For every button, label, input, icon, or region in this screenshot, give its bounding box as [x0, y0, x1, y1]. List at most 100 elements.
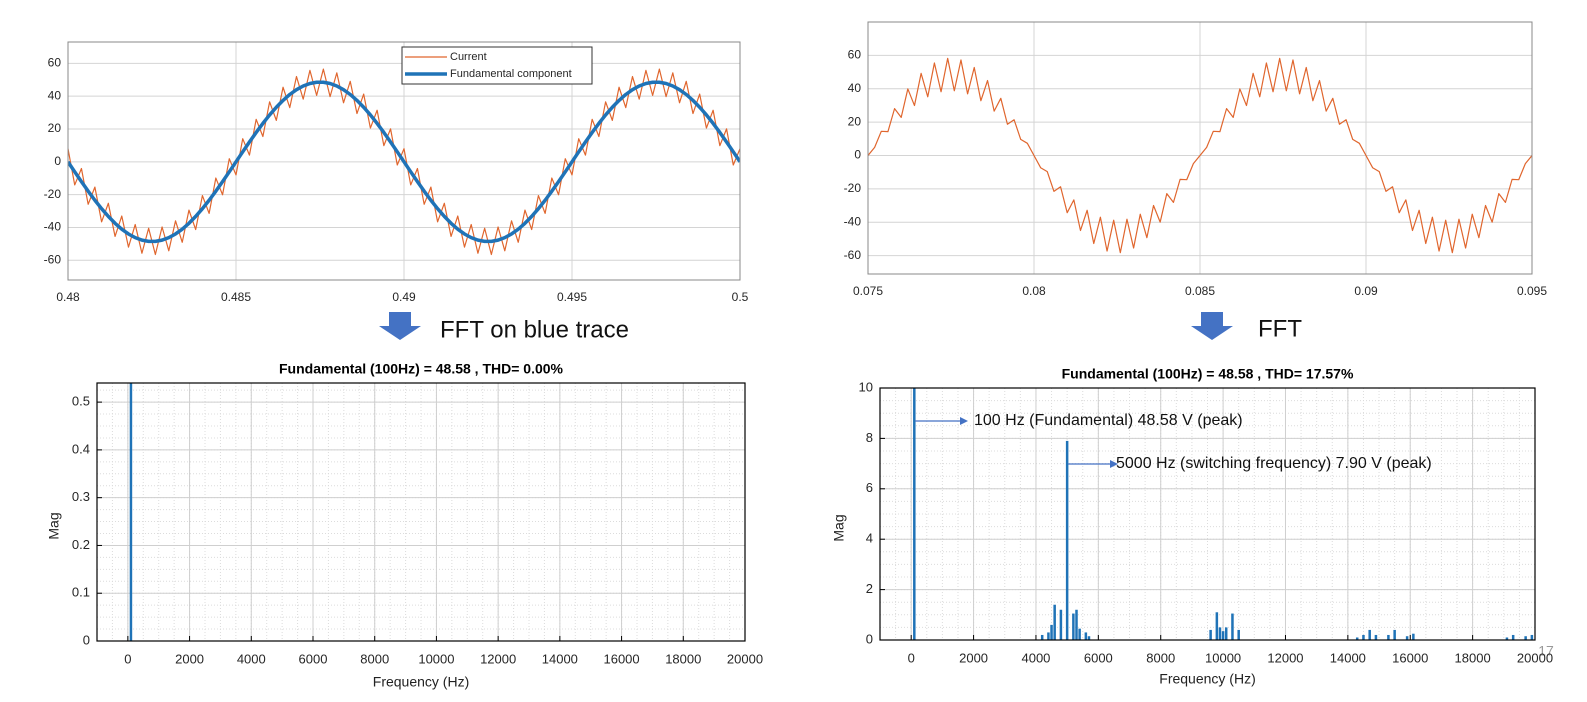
x-tick-label: 16000	[603, 651, 639, 666]
y-tick-label: 0.5	[72, 394, 90, 409]
bar	[1053, 604, 1056, 640]
bar	[1231, 613, 1234, 640]
bar	[129, 383, 133, 641]
bar	[1218, 627, 1222, 640]
x-tick-label: 10000	[418, 651, 454, 666]
x-tick-label: 10000	[1205, 650, 1241, 665]
bar	[1221, 631, 1225, 640]
x-tick-label: 12000	[1267, 650, 1303, 665]
x-tick-label: 0.085	[1185, 284, 1215, 298]
y-tick-label: 20	[48, 121, 62, 135]
bar	[1374, 634, 1378, 640]
page-number: 17	[1538, 643, 1554, 659]
plot-frame	[879, 387, 1536, 641]
x-tick-label: 2000	[959, 650, 988, 665]
bar	[1524, 636, 1527, 640]
legend-box	[401, 46, 593, 85]
plot-frame	[867, 21, 1533, 275]
y-tick-label: -40	[44, 220, 62, 234]
y-tick-label: 40	[848, 81, 862, 95]
bar	[1405, 636, 1409, 640]
bar	[1387, 634, 1390, 640]
annotation: 100 Hz (Fundamental) 48.58 V (peak)	[974, 412, 1243, 429]
down-arrow	[379, 312, 421, 340]
y-tick-label: 0.1	[72, 585, 90, 600]
y-tick-label: 0	[854, 148, 861, 162]
bar	[1215, 612, 1219, 640]
x-tick-label: 20000	[727, 651, 763, 666]
bar	[1075, 609, 1078, 640]
x-tick-label: 16000	[1392, 650, 1428, 665]
bar	[1505, 637, 1509, 640]
bar	[1040, 634, 1044, 640]
bar	[1209, 629, 1212, 640]
bar	[1355, 637, 1359, 640]
x-tick-label: 0	[908, 650, 915, 665]
bar	[1393, 629, 1396, 640]
x-tick-label: 0.48	[56, 290, 80, 304]
bar	[1065, 440, 1069, 640]
down-arrow	[1191, 312, 1233, 340]
bar	[1059, 609, 1063, 640]
y-tick-label: 60	[48, 56, 62, 70]
legend-label: Current	[450, 51, 487, 63]
plot-marks	[129, 383, 133, 641]
bar	[1072, 613, 1075, 640]
y-tick-label: 0.4	[72, 441, 90, 456]
bar	[1087, 636, 1091, 640]
x-tick-label: 0.08	[1022, 284, 1046, 298]
y-tick-label: 60	[848, 48, 862, 62]
y-tick-label: 0	[83, 632, 90, 647]
caption: FFT	[1258, 315, 1302, 342]
line	[68, 80, 740, 244]
bar	[1050, 624, 1053, 640]
plot-frame	[96, 382, 746, 642]
y-tick-label: 0.3	[72, 489, 90, 504]
y-tick-label: 20	[848, 114, 862, 128]
x-tick-label: 8000	[360, 651, 389, 666]
bar	[1084, 632, 1088, 640]
annotation-arrowhead	[960, 417, 968, 425]
y-tick-label: -40	[844, 214, 862, 228]
x-axis-label: Frequency (Hz)	[373, 674, 469, 690]
bar	[1368, 629, 1371, 640]
x-tick-label: 0	[124, 651, 131, 666]
y-tick-label: -20	[44, 187, 62, 201]
y-tick-label: 0	[866, 631, 873, 646]
x-tick-label: 6000	[1084, 650, 1113, 665]
bar	[1530, 634, 1534, 640]
y-tick-label: 8	[866, 430, 873, 445]
x-tick-label: 0.49	[392, 290, 416, 304]
x-tick-label: 6000	[299, 651, 328, 666]
x-tick-label: 18000	[665, 651, 701, 666]
bar	[1412, 633, 1415, 640]
y-tick-label: 6	[866, 480, 873, 495]
x-tick-label: 0.485	[221, 290, 251, 304]
y-tick-label: -20	[844, 181, 862, 195]
bar	[1078, 628, 1081, 640]
x-tick-label: 12000	[480, 651, 516, 666]
plot-marks	[913, 388, 1534, 640]
x-tick-label: 0.075	[853, 284, 883, 298]
line	[68, 68, 740, 256]
y-axis-label: Mag	[831, 514, 847, 541]
bar	[1237, 629, 1240, 640]
plot-marks	[68, 68, 740, 256]
legend-label: Fundamental component	[450, 68, 572, 80]
x-tick-label: 20000	[1517, 650, 1553, 665]
bar	[1362, 634, 1365, 640]
x-tick-label: 0.5	[732, 290, 749, 304]
bar	[1511, 634, 1515, 640]
y-tick-label: 0.2	[72, 537, 90, 552]
y-tick-label: -60	[844, 248, 862, 262]
chart-title: Fundamental (100Hz) = 48.58 , THD= 17.57…	[1062, 366, 1354, 382]
y-tick-label: 40	[48, 88, 62, 102]
x-tick-label: 2000	[175, 651, 204, 666]
y-tick-label: -60	[44, 252, 62, 266]
plot-marks	[868, 57, 1532, 254]
x-tick-label: 4000	[237, 651, 266, 666]
bar	[1224, 627, 1228, 640]
line	[868, 57, 1532, 254]
annotation-arrowhead	[1110, 460, 1118, 468]
y-tick-label: 2	[866, 581, 873, 596]
